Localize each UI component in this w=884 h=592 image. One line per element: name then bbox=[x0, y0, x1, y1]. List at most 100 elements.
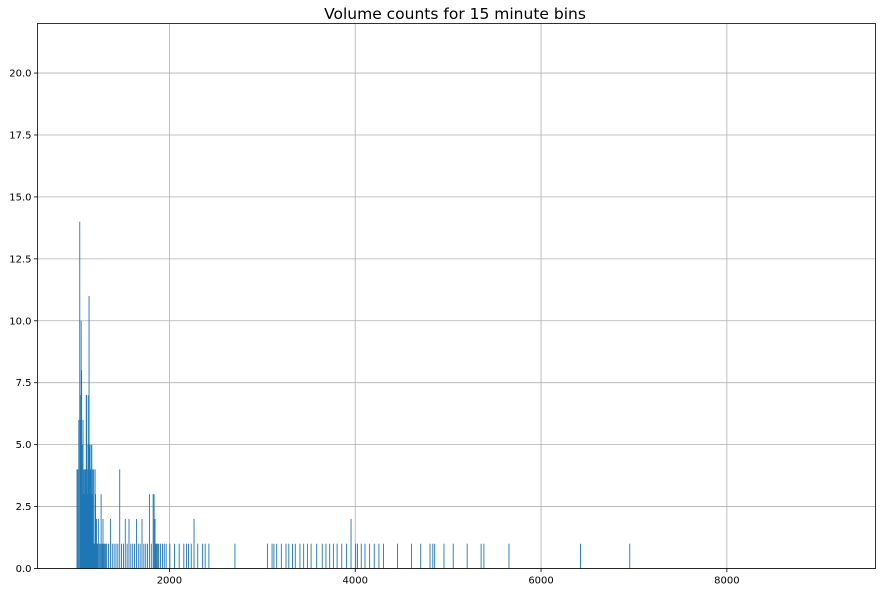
histogram-bar bbox=[86, 494, 88, 569]
histogram-bar bbox=[90, 444, 92, 569]
histogram-bar bbox=[89, 469, 91, 569]
histogram-bar bbox=[90, 494, 92, 569]
histogram-bar bbox=[190, 543, 192, 569]
histogram-bar bbox=[139, 543, 141, 569]
histogram-bar bbox=[134, 543, 136, 569]
histogram-bar bbox=[141, 518, 143, 569]
histogram-bar bbox=[201, 543, 203, 569]
y-tick-label: 0.0 bbox=[16, 564, 32, 575]
x-tick-label: 8000 bbox=[714, 576, 739, 587]
histogram-bar bbox=[160, 543, 162, 569]
histogram-bar bbox=[92, 543, 94, 569]
histogram-bar bbox=[410, 543, 412, 569]
histogram-bar bbox=[161, 543, 163, 569]
histogram-bar bbox=[88, 395, 90, 569]
histogram-bar bbox=[271, 543, 273, 569]
histogram-bar bbox=[350, 518, 352, 569]
histogram-bar bbox=[357, 543, 358, 569]
histogram-bar bbox=[165, 543, 167, 569]
histogram-bar bbox=[106, 543, 108, 569]
histogram-bar bbox=[88, 296, 90, 569]
histogram-bar bbox=[169, 543, 171, 569]
histogram-bar bbox=[143, 543, 145, 569]
histogram-bar bbox=[80, 419, 82, 569]
y-tick-label: 20.0 bbox=[9, 69, 31, 80]
histogram-bar bbox=[86, 395, 88, 569]
histogram-bar bbox=[124, 518, 126, 569]
histogram-bar bbox=[483, 543, 485, 569]
histogram-bar bbox=[369, 543, 371, 569]
histogram-bar bbox=[294, 543, 296, 569]
histogram-bar bbox=[383, 543, 385, 569]
histogram-bar bbox=[96, 543, 98, 569]
histogram-bar bbox=[117, 543, 119, 569]
histogram-bar bbox=[306, 543, 308, 569]
histogram-bar bbox=[336, 543, 338, 569]
histogram-bar bbox=[130, 543, 132, 569]
histogram-bar bbox=[341, 543, 343, 569]
histogram-bar bbox=[397, 543, 398, 569]
histogram-bar bbox=[303, 543, 305, 569]
histogram-bar bbox=[98, 543, 100, 569]
histogram-bar bbox=[208, 543, 210, 569]
histogram-bar bbox=[310, 543, 312, 569]
histogram-bar bbox=[280, 543, 282, 569]
bars-group bbox=[76, 221, 631, 569]
histogram-bar bbox=[89, 444, 90, 569]
histogram-bar bbox=[128, 518, 130, 569]
histogram-bar bbox=[145, 543, 147, 569]
histogram-bar bbox=[276, 543, 278, 569]
histogram-bar bbox=[84, 469, 86, 569]
y-axis: 0.0 2.5 5.0 7.5 10.0 12.5 15.0 17.5 20.0 bbox=[9, 69, 38, 575]
x-tick-label: 4000 bbox=[343, 576, 368, 587]
histogram-bar bbox=[92, 469, 94, 569]
histogram-bar bbox=[135, 518, 137, 569]
histogram-bar bbox=[83, 494, 85, 569]
histogram-bar bbox=[157, 543, 159, 569]
histogram-bar bbox=[150, 543, 152, 569]
y-tick-label: 7.5 bbox=[16, 378, 32, 389]
histogram-bar bbox=[108, 543, 110, 569]
histogram-bar bbox=[91, 444, 93, 569]
histogram-bar bbox=[321, 543, 323, 569]
histogram-bar bbox=[266, 543, 268, 569]
histogram-bar bbox=[285, 543, 287, 569]
histogram-bar bbox=[77, 469, 79, 569]
histogram-bar bbox=[91, 494, 93, 569]
histogram-bar bbox=[113, 543, 115, 569]
histogram-bar bbox=[355, 543, 357, 569]
histogram-bar bbox=[345, 543, 347, 569]
histogram-bar bbox=[137, 543, 139, 569]
y-tick-label: 15.0 bbox=[9, 192, 31, 203]
histogram-bar bbox=[443, 543, 445, 569]
histogram-bar bbox=[96, 518, 97, 569]
histogram-bar bbox=[629, 543, 631, 569]
histogram-bar bbox=[480, 543, 482, 569]
histogram-bar bbox=[378, 543, 380, 569]
histogram-bar bbox=[580, 543, 581, 569]
histogram-bar bbox=[121, 543, 123, 569]
histogram-bar bbox=[82, 419, 84, 569]
histogram-bar bbox=[434, 543, 436, 569]
x-tick-label: 6000 bbox=[528, 576, 553, 587]
histogram-bar bbox=[156, 543, 158, 569]
histogram-bar bbox=[78, 419, 80, 569]
histogram-bar bbox=[325, 543, 327, 569]
histogram-bar bbox=[82, 494, 83, 569]
histogram-bar bbox=[80, 320, 82, 569]
histogram-bar bbox=[178, 543, 180, 569]
histogram-bar bbox=[76, 469, 78, 569]
histogram-bar bbox=[87, 444, 89, 569]
histogram-bar bbox=[148, 494, 150, 569]
histogram-bar bbox=[85, 469, 87, 569]
histogram-bar bbox=[288, 543, 290, 569]
histogram-bar bbox=[119, 469, 121, 569]
histogram-bar bbox=[100, 494, 102, 569]
histogram-bar bbox=[97, 543, 99, 569]
histogram-bar bbox=[95, 543, 97, 569]
histogram-bar bbox=[81, 444, 83, 569]
histogram-bar bbox=[332, 543, 334, 569]
histogram-bar bbox=[83, 469, 84, 569]
